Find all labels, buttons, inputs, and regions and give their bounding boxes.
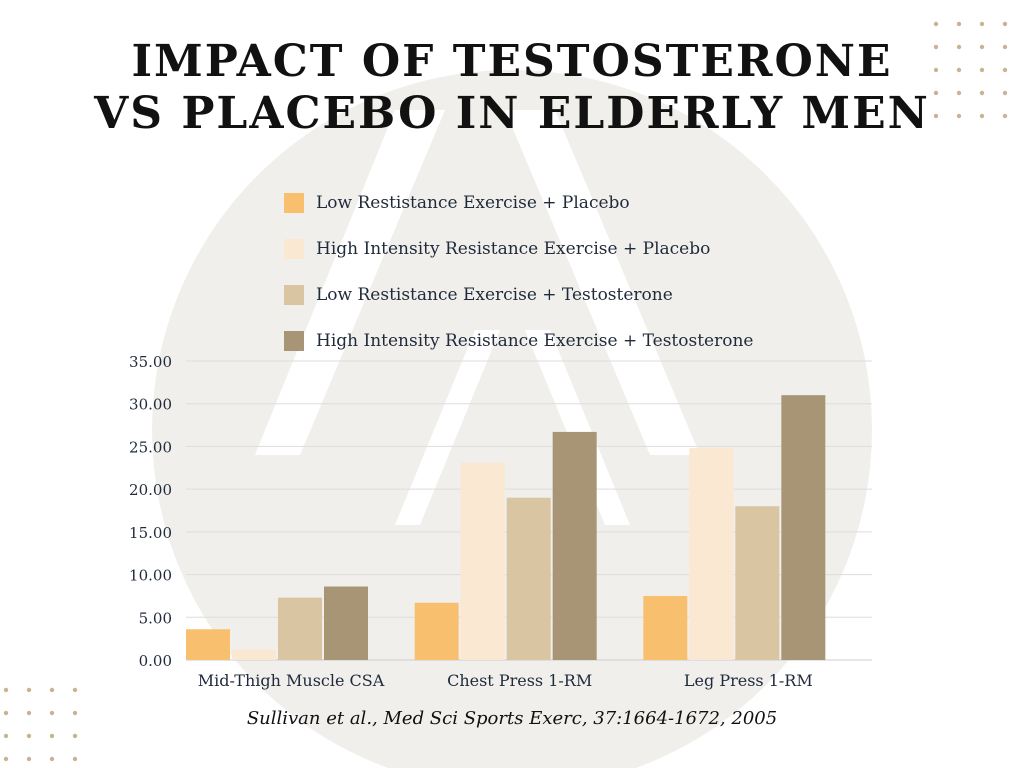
decorative-dot [49,756,55,762]
decorative-dot [3,710,9,716]
background-logo-mark [255,110,700,525]
bar [460,462,505,660]
decorative-dot [933,44,939,50]
legend-swatch [284,285,304,305]
decorative-dot [1002,90,1008,96]
decorative-dot [1002,67,1008,73]
decorative-dot [72,756,78,762]
decorative-dot [956,44,962,50]
bar [232,649,276,660]
bar [689,448,734,660]
decorative-dot [956,90,962,96]
bar [781,395,826,660]
y-tick-label: 0.00 [139,652,172,670]
legend-item: Low Restistance Exercise + Testosterone [284,272,753,318]
decorative-dot [1002,113,1008,119]
decorative-dot [979,67,985,73]
decorative-dot [3,687,9,693]
decorative-dots-top-right [933,21,1008,119]
bar [735,506,780,660]
decorative-dot [933,113,939,119]
bar [643,595,688,660]
decorative-dot [1002,44,1008,50]
decorative-dot [956,113,962,119]
legend-item: Low Restistance Exercise + Placebo [284,180,753,226]
bar [186,629,230,660]
decorative-dot [979,21,985,27]
legend-item: High Intensity Resistance Exercise + Pla… [284,226,753,272]
decorative-dot [26,756,32,762]
legend-swatch [284,331,304,351]
decorative-dot [956,67,962,73]
y-tick-label: 35.00 [129,353,172,371]
x-tick-label: Chest Press 1-RM [447,671,592,690]
x-tick-label: Leg Press 1-RM [684,671,813,690]
decorative-dots-bottom-left [3,687,78,762]
bar [324,586,368,660]
legend-label: Low Restistance Exercise + Testosterone [316,285,673,305]
legend-label: High Intensity Resistance Exercise + Tes… [316,331,754,351]
decorative-dot [26,710,32,716]
decorative-dot [933,90,939,96]
legend-label: High Intensity Resistance Exercise + Pla… [316,239,711,259]
legend-swatch [284,239,304,259]
decorative-dot [979,44,985,50]
y-tick-label: 5.00 [139,609,172,627]
x-tick-label: Mid-Thigh Muscle CSA [198,671,385,690]
page-title: IMPACT OF TESTOSTERONE VS PLACEBO IN ELD… [0,36,1024,140]
decorative-dot [979,113,985,119]
decorative-dot [933,67,939,73]
decorative-dot [72,733,78,739]
decorative-dot [26,733,32,739]
y-tick-label: 15.00 [129,524,172,542]
y-tick-label: 30.00 [129,396,172,414]
decorative-dot [49,733,55,739]
legend-item: High Intensity Resistance Exercise + Tes… [284,318,753,364]
y-tick-label: 25.00 [129,438,172,456]
decorative-dot [3,756,9,762]
y-tick-label: 20.00 [129,481,172,499]
bar [278,597,322,660]
decorative-dot [72,710,78,716]
bar [552,431,597,660]
decorative-dot [956,21,962,27]
y-tick-label: 10.00 [129,567,172,585]
bar [506,497,551,660]
title-line-1: IMPACT OF TESTOSTERONE [131,36,893,87]
decorative-dot [49,687,55,693]
bar [414,602,459,660]
chart-legend: Low Restistance Exercise + Placebo High … [284,180,753,364]
decorative-dot [72,687,78,693]
decorative-dot [933,21,939,27]
legend-swatch [284,193,304,213]
decorative-dot [26,687,32,693]
citation: Sullivan et al., Med Sci Sports Exerc, 3… [246,708,778,729]
legend-label: Low Restistance Exercise + Placebo [316,193,630,213]
decorative-dot [1002,21,1008,27]
title-line-2: VS PLACEBO IN ELDERLY MEN [94,88,930,139]
decorative-dot [979,90,985,96]
decorative-dot [49,710,55,716]
decorative-dot [3,733,9,739]
